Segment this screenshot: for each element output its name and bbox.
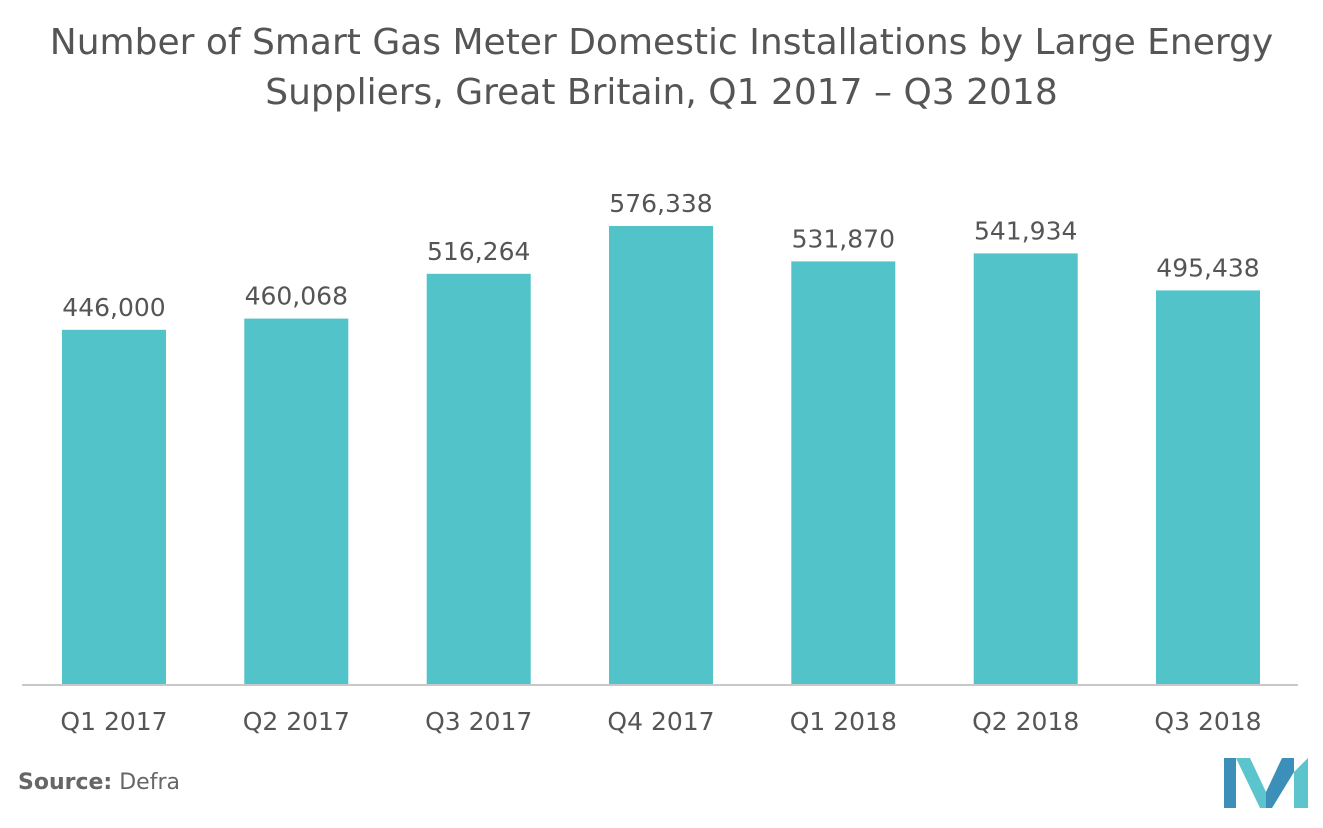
x-tick-label: Q2 2018 (972, 707, 1079, 736)
value-label: 576,338 (609, 189, 712, 218)
source-note: Source: Defra (18, 770, 180, 795)
value-labels-group: 446,000 460,068 516,264 576,338 531,870 541,9… (62, 189, 1259, 322)
chart-title: Number of Smart Gas Meter Domestic Insta… (49, 22, 1274, 113)
tick-labels-group: Q1 2017 Q2 2017 Q3 2017 Q4 2017 Q1 2018 Q2 20… (60, 707, 1261, 736)
x-tick-label: Q4 2017 (607, 707, 714, 736)
value-label: 531,870 (792, 224, 895, 253)
value-label: 541,934 (974, 216, 1077, 245)
bar-q2-2017 (244, 318, 349, 685)
value-label: 495,438 (1156, 253, 1259, 282)
x-tick-label: Q2 2017 (243, 707, 350, 736)
bar-q3-2017 (426, 273, 531, 685)
source-text: Defra (119, 770, 180, 795)
x-tick-label: Q3 2018 (1154, 707, 1261, 736)
bar-q1-2017 (62, 329, 166, 685)
bar-q3-2018 (1156, 290, 1260, 685)
bar-q2-2018 (973, 253, 1078, 685)
source-label: Source: (18, 770, 113, 795)
value-label: 446,000 (62, 293, 165, 322)
bar-q4-2017 (609, 226, 713, 685)
bars-group (62, 226, 1260, 685)
mordor-intelligence-logo-icon (1224, 758, 1308, 808)
value-label: 460,068 (245, 282, 348, 311)
bar-q1-2018 (791, 261, 896, 685)
x-tick-label: Q1 2017 (60, 707, 167, 736)
x-tick-label: Q3 2017 (425, 707, 532, 736)
x-tick-label: Q1 2018 (790, 707, 897, 736)
value-label: 516,264 (427, 237, 530, 266)
